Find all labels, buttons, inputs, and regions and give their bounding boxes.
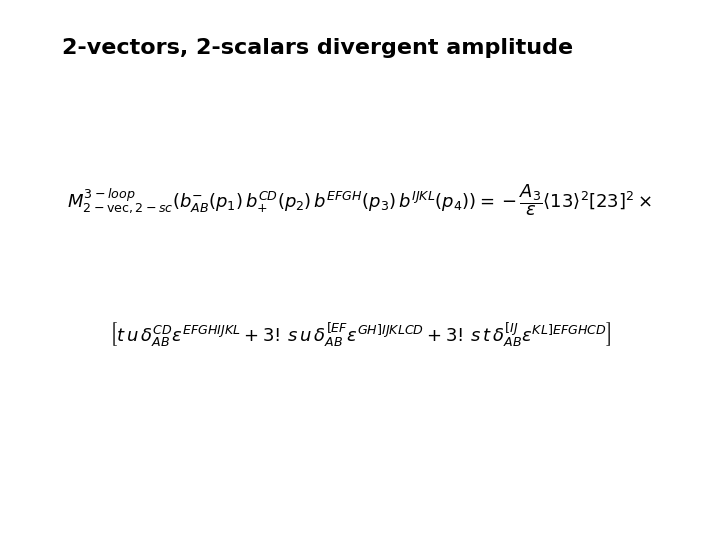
- Text: $\left[t\,u\,\delta_{AB}^{CD}\epsilon^{EFGHIJKL} + 3!\,s\,u\,\delta_{AB}^{[EF}\e: $\left[t\,u\,\delta_{AB}^{CD}\epsilon^{E…: [109, 321, 611, 349]
- Text: $M_{2-\mathrm{vec},2-sc}^{3-loop}(b_{AB}^{-}(p_1)\,b_{+}^{CD}(p_2)\,b^{EFGH}(p_3: $M_{2-\mathrm{vec},2-sc}^{3-loop}(b_{AB}…: [68, 182, 652, 218]
- Text: 2-vectors, 2-scalars divergent amplitude: 2-vectors, 2-scalars divergent amplitude: [62, 38, 573, 58]
